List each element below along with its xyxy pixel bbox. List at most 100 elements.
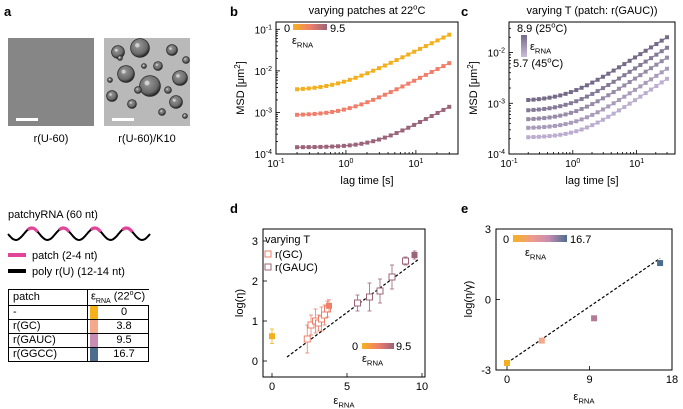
colorbar	[513, 235, 567, 242]
data-point	[659, 59, 664, 64]
x-tick-label: 10	[416, 381, 428, 393]
data-point	[627, 58, 632, 63]
data-point	[600, 74, 605, 79]
data-point	[324, 144, 329, 149]
colorbar-label: εRNA	[362, 353, 384, 367]
table-color-swatch	[87, 346, 100, 362]
data-point	[412, 49, 417, 54]
droplet	[112, 46, 124, 58]
data-point	[365, 140, 370, 145]
data-point	[359, 73, 364, 78]
data-point	[659, 80, 664, 85]
data-point	[429, 41, 434, 46]
data-point	[657, 260, 664, 267]
data-point	[526, 98, 531, 103]
micrograph-u60-k10	[104, 38, 190, 126]
droplet	[170, 96, 182, 108]
legend-gc-label: r(GC)	[275, 249, 303, 261]
data-point	[330, 109, 335, 114]
data-point	[353, 75, 358, 80]
data-point	[643, 48, 648, 53]
x-tick-label: 18	[666, 374, 678, 386]
y-axis-label: MSD [μm2]	[466, 61, 480, 115]
data-point	[611, 111, 616, 116]
data-point	[606, 104, 611, 109]
x-tick-label: 0	[269, 381, 275, 393]
data-point	[574, 109, 579, 114]
data-point	[429, 69, 434, 74]
data-point	[606, 71, 611, 76]
data-point-gc	[307, 321, 315, 329]
data-point	[406, 125, 411, 130]
data-point	[622, 73, 627, 78]
chart-title: varying T (patch: r(GAUC))	[526, 5, 657, 17]
data-point	[536, 116, 541, 121]
table-cell-patch: r(GC)	[8, 318, 88, 334]
droplet	[128, 100, 136, 108]
data-point	[659, 70, 664, 75]
data-point	[341, 107, 346, 112]
data-point	[638, 73, 643, 78]
legend-eps-label: εRNA	[292, 35, 314, 49]
droplet-highlight	[136, 88, 138, 90]
data-point	[417, 120, 422, 125]
legend-gauc-label: r(GAUC)	[275, 262, 318, 274]
data-point	[526, 117, 531, 122]
data-point	[542, 134, 547, 139]
data-point	[552, 114, 557, 119]
data-point	[558, 113, 563, 118]
colorbar-max: 16.7	[570, 234, 591, 246]
data-point	[654, 83, 659, 88]
y-tick-label: 3	[252, 236, 258, 248]
data-point-gauc	[366, 293, 373, 301]
x-tick-label: 10-1	[500, 158, 517, 170]
data-point	[563, 131, 568, 136]
data-point	[665, 55, 670, 60]
data-point	[552, 123, 557, 128]
data-point	[536, 134, 541, 139]
data-point	[547, 124, 552, 129]
data-point	[579, 127, 584, 132]
table-cell-value: 3.8	[100, 318, 149, 334]
data-point	[654, 62, 659, 67]
colorbar-label: εRNA	[525, 247, 547, 261]
x-tick-label: 0	[504, 374, 510, 386]
patch-segment	[58, 226, 71, 233]
data-point	[441, 64, 446, 69]
x-axis-label: εRNA	[573, 391, 595, 405]
table-row: r(GC) 3.8	[8, 318, 149, 334]
data-point	[526, 135, 531, 140]
legend-eps-label: εRNA	[530, 41, 552, 55]
droplet	[140, 76, 160, 96]
droplet	[107, 91, 117, 101]
micrograph-u60-k10-label: r(U-60)/K10	[118, 133, 175, 145]
data-point	[411, 252, 418, 258]
data-point	[590, 123, 595, 128]
data-point	[611, 90, 616, 95]
droplet-highlight	[184, 58, 186, 60]
y-tick-label: 3	[485, 224, 491, 236]
data-point	[568, 90, 573, 95]
scale-bar	[16, 118, 38, 121]
data-point	[563, 91, 568, 96]
data-point	[611, 101, 616, 106]
data-point	[606, 93, 611, 98]
x-tick-label: 100	[565, 158, 580, 170]
droplet	[118, 66, 134, 82]
droplet-highlight	[166, 88, 168, 90]
scale-bar	[112, 118, 134, 121]
data-point	[611, 68, 616, 73]
data-point	[412, 78, 417, 83]
droplet-highlight	[135, 43, 140, 48]
x-tick-label: 9	[586, 374, 592, 386]
data-point	[600, 86, 605, 91]
droplet-highlight	[169, 47, 172, 50]
data-point	[526, 108, 531, 113]
data-point	[531, 135, 536, 140]
data-point	[377, 137, 382, 142]
data-point	[400, 84, 405, 89]
legend-bottom: 5.7 (45oC)	[513, 56, 563, 70]
data-point	[595, 77, 600, 82]
droplet	[159, 109, 165, 115]
data-point	[579, 106, 584, 111]
